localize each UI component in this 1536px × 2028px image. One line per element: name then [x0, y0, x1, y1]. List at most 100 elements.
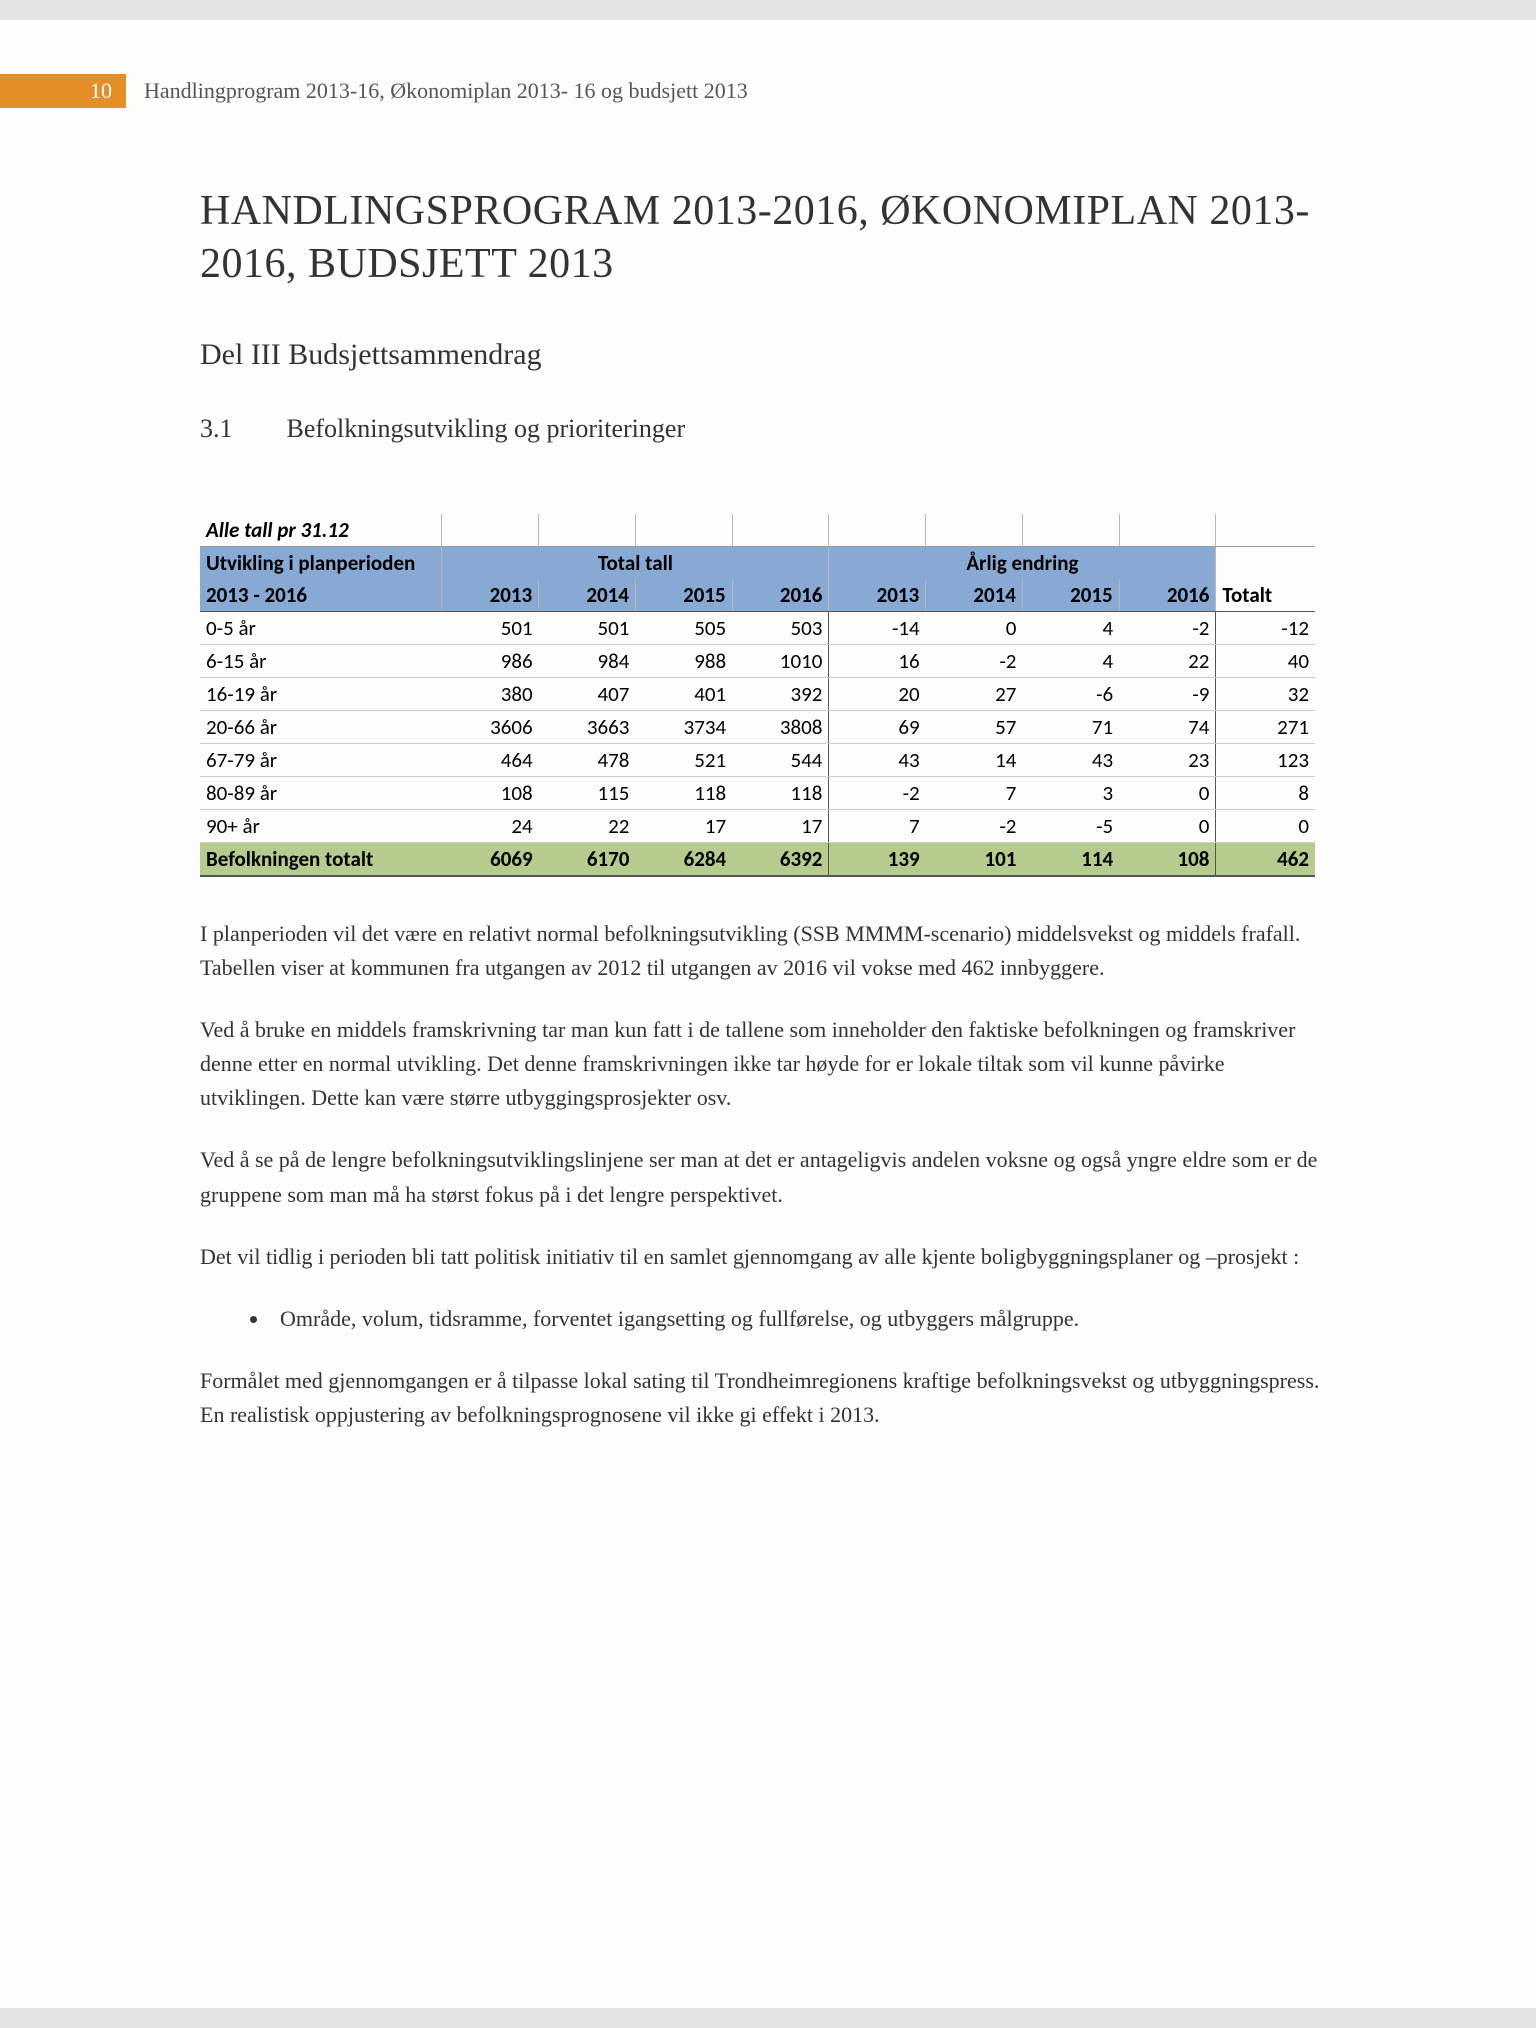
table-header-row-1: Utvikling i planperioden Total tall Årli…: [200, 547, 1315, 580]
cell: 478: [539, 744, 636, 777]
cell: -2: [926, 645, 1023, 678]
col-year: 2014: [926, 579, 1023, 612]
cell: 6170: [539, 843, 636, 877]
col-year: 2015: [1022, 579, 1119, 612]
cell: 74: [1119, 711, 1216, 744]
cell: 14: [926, 744, 1023, 777]
total-label: Befolkningen totalt: [200, 843, 442, 877]
row-label: 80-89 år: [200, 777, 442, 810]
cell-total: -12: [1216, 612, 1315, 645]
cell: 22: [539, 810, 636, 843]
cell: 1010: [732, 645, 829, 678]
table-row: 90+ år 24 22 17 17 7 -2 -5 0 0: [200, 810, 1315, 843]
col-year: 2013: [829, 579, 926, 612]
col-year: 2016: [732, 579, 829, 612]
table-row: 6-15 år 986 984 988 1010 16 -2 4 22 40: [200, 645, 1315, 678]
hdr2-label: 2013 - 2016: [200, 579, 442, 612]
cell: -14: [829, 612, 926, 645]
paragraph: I planperioden vil det være en relativt …: [200, 917, 1320, 985]
cell: 501: [539, 612, 636, 645]
cell: 101: [926, 843, 1023, 877]
bullet-item: Område, volum, tidsramme, forventet igan…: [270, 1302, 1320, 1336]
cell: 43: [829, 744, 926, 777]
cell: 392: [732, 678, 829, 711]
cell: 3: [1022, 777, 1119, 810]
table: Alle tall pr 31.12 Utvikling i planperio…: [200, 514, 1315, 877]
cell: 6284: [635, 843, 732, 877]
content-area: HANDLINGSPROGRAM 2013-2016, ØKONOMIPLAN …: [200, 185, 1320, 1460]
table-row: 67-79 år 464 478 521 544 43 14 43 23 123: [200, 744, 1315, 777]
paragraph: Det vil tidlig i perioden bli tatt polit…: [200, 1240, 1320, 1274]
cell: 108: [1119, 843, 1216, 877]
cell: 17: [635, 810, 732, 843]
cell-total: 123: [1216, 744, 1315, 777]
population-table: Alle tall pr 31.12 Utvikling i planperio…: [200, 514, 1315, 877]
cell-total: 271: [1216, 711, 1315, 744]
page-header: 10 Handlingprogram 2013-16, Økonomiplan …: [0, 74, 748, 108]
cell: 108: [442, 777, 539, 810]
cell: 22: [1119, 645, 1216, 678]
page-number-box: 10: [0, 74, 126, 108]
table-caption: Alle tall pr 31.12: [200, 514, 442, 547]
cell: -6: [1022, 678, 1119, 711]
hdr1-label: Utvikling i planperioden: [200, 547, 442, 580]
row-label: 0-5 år: [200, 612, 442, 645]
cell: 986: [442, 645, 539, 678]
cell: -2: [1119, 612, 1216, 645]
cell: 0: [926, 612, 1023, 645]
cell: -2: [926, 810, 1023, 843]
cell: 3606: [442, 711, 539, 744]
cell: 501: [442, 612, 539, 645]
table-row: 0-5 år 501 501 505 503 -14 0 4 -2 -12: [200, 612, 1315, 645]
section-title: Befolkningsutvikling og prioriteringer: [287, 414, 686, 443]
cell-total: 0: [1216, 810, 1315, 843]
cell: 401: [635, 678, 732, 711]
cell: 6069: [442, 843, 539, 877]
col-year: 2016: [1119, 579, 1216, 612]
cell: 521: [635, 744, 732, 777]
cell: 115: [539, 777, 636, 810]
hdr-group-endring: Årlig endring: [829, 547, 1216, 580]
cell: 7: [926, 777, 1023, 810]
table-row: 20-66 år 3606 3663 3734 3808 69 57 71 74…: [200, 711, 1315, 744]
table-header-row-2: 2013 - 2016 2013 2014 2015 2016 2013 201…: [200, 579, 1315, 612]
cell: 4: [1022, 612, 1119, 645]
cell: 23: [1119, 744, 1216, 777]
cell: 27: [926, 678, 1023, 711]
section-number: 3.1: [200, 414, 280, 444]
cell: 505: [635, 612, 732, 645]
cell-total: 8: [1216, 777, 1315, 810]
cell: 3663: [539, 711, 636, 744]
cell: 114: [1022, 843, 1119, 877]
cell: 984: [539, 645, 636, 678]
table-total-row: Befolkningen totalt 6069 6170 6284 6392 …: [200, 843, 1315, 877]
cell: -2: [829, 777, 926, 810]
paragraph: Ved å se på de lengre befolkningsutvikli…: [200, 1143, 1320, 1211]
table-row: 80-89 år 108 115 118 118 -2 7 3 0 8: [200, 777, 1315, 810]
running-header: Handlingprogram 2013-16, Økonomiplan 201…: [126, 74, 748, 108]
cell: 43: [1022, 744, 1119, 777]
cell: 3808: [732, 711, 829, 744]
cell: 118: [732, 777, 829, 810]
cell: 17: [732, 810, 829, 843]
cell: 0: [1119, 777, 1216, 810]
col-year: 2015: [635, 579, 732, 612]
subtitle: Del III Budsjettsammendrag: [200, 338, 1320, 372]
cell: 7: [829, 810, 926, 843]
cell: 118: [635, 777, 732, 810]
bullet-list: Område, volum, tidsramme, forventet igan…: [270, 1302, 1320, 1336]
cell: 69: [829, 711, 926, 744]
row-label: 67-79 år: [200, 744, 442, 777]
cell: 3734: [635, 711, 732, 744]
section-heading: 3.1 Befolkningsutvikling og prioritering…: [200, 414, 1320, 444]
cell: 544: [732, 744, 829, 777]
cell: 6392: [732, 843, 829, 877]
row-label: 20-66 år: [200, 711, 442, 744]
cell-total: 32: [1216, 678, 1315, 711]
cell: 71: [1022, 711, 1119, 744]
cell: 20: [829, 678, 926, 711]
paragraph: Ved å bruke en middels framskrivning tar…: [200, 1013, 1320, 1115]
cell: 57: [926, 711, 1023, 744]
cell: -9: [1119, 678, 1216, 711]
page-title: HANDLINGSPROGRAM 2013-2016, ØKONOMIPLAN …: [200, 185, 1320, 290]
